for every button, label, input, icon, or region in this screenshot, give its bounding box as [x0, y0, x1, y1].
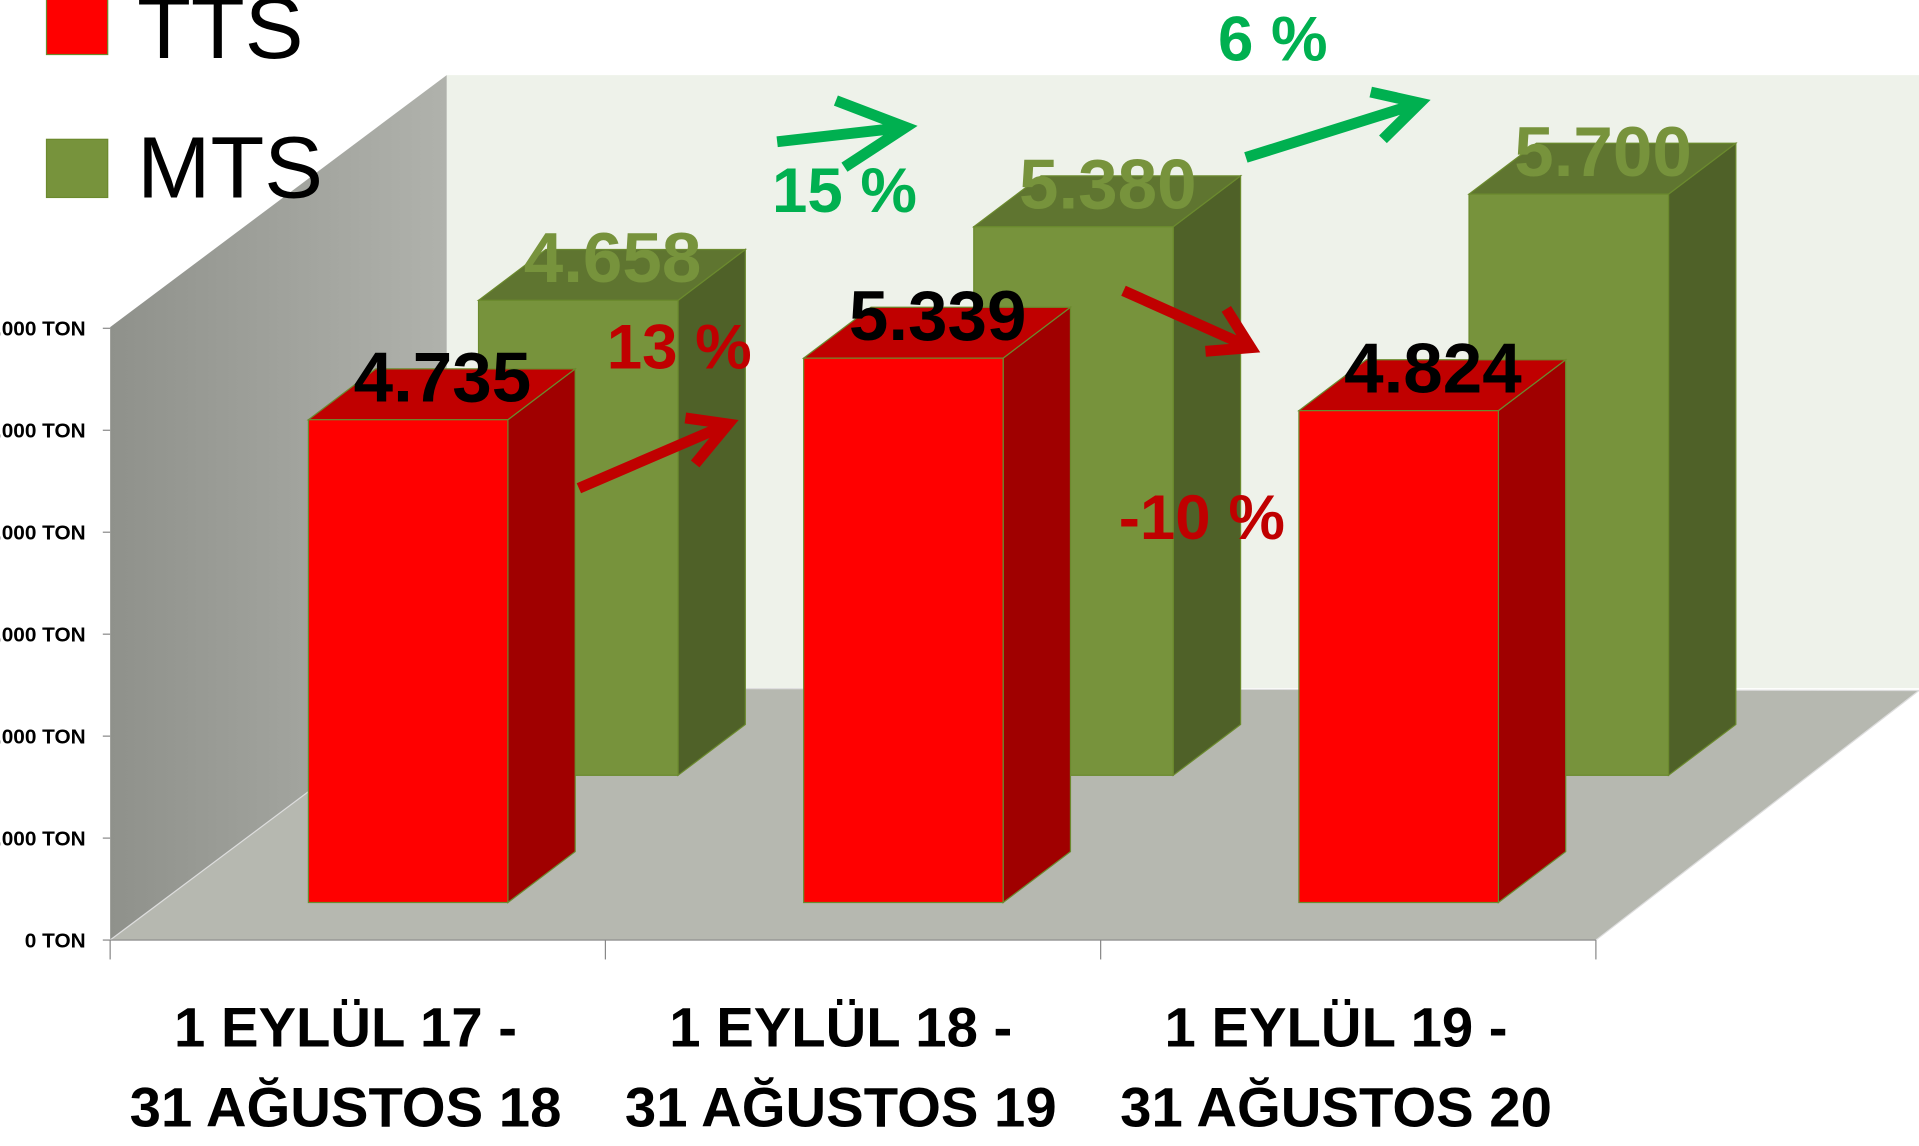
value-label: 4.824 [1344, 329, 1522, 408]
bar-side [1667, 142, 1737, 777]
legend-label: TTS [137, 0, 303, 77]
annotation: 15 % [772, 156, 917, 226]
annotation: 13 % [607, 313, 752, 383]
arrow [1244, 86, 1431, 163]
bar-side [507, 367, 576, 904]
bar-side [1002, 306, 1072, 904]
arrow [776, 95, 918, 172]
legend-swatch [45, 138, 109, 199]
arrow [576, 412, 739, 494]
y-tick-label: 0 TON [25, 929, 86, 952]
bar-side [1172, 174, 1242, 777]
value-label: 5.380 [1019, 145, 1197, 224]
x-tick-label: 31 AĞUSTOS 20 [1120, 1076, 1552, 1139]
bar [803, 357, 1004, 904]
value-label: 5.700 [1514, 112, 1692, 191]
bar-side [1497, 358, 1567, 904]
bar [307, 419, 509, 904]
x-tick-label: 1 EYLÜL 17 - [174, 996, 517, 1059]
annotation: 6 % [1218, 5, 1328, 75]
y-tick-label: 5.000 TON [0, 420, 86, 443]
legend-label: MTS [137, 119, 323, 216]
y-tick-label: 3.000 TON [0, 624, 86, 647]
value-label: 5.339 [849, 276, 1027, 355]
annotation: -10 % [1119, 483, 1285, 553]
y-tick-label: 6.000 TON [0, 318, 86, 341]
x-tick-label: 1 EYLÜL 18 - [669, 996, 1012, 1059]
legend-swatch [45, 0, 109, 56]
bar [1298, 410, 1500, 904]
x-tick-label: 1 EYLÜL 19 - [1165, 996, 1508, 1059]
x-tick-label: 31 AĞUSTOS 18 [130, 1076, 562, 1139]
y-tick-label: 1.000 TON [0, 827, 86, 850]
value-label: 4.658 [524, 219, 702, 298]
arrow [1121, 285, 1261, 357]
y-tick-label: 2.000 TON [0, 725, 86, 748]
y-tick-label: 4.000 TON [0, 522, 86, 545]
x-tick-label: 31 AĞUSTOS 19 [625, 1076, 1057, 1139]
value-label: 4.735 [354, 338, 532, 417]
